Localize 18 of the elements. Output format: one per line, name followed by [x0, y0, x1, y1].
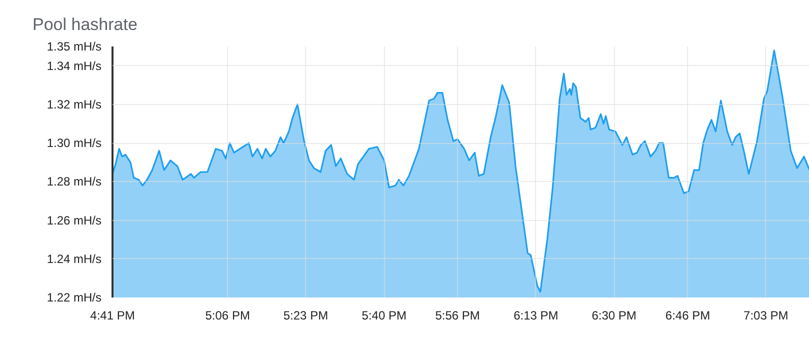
- x-tick-label: 4:41 PM: [90, 308, 135, 322]
- x-tick-label: 6:30 PM: [592, 308, 636, 322]
- y-tick-label: 1.35 mH/s: [46, 40, 102, 54]
- y-tick-label: 1.34 mH/s: [46, 58, 102, 73]
- y-tick-label: 1.26 mH/s: [46, 213, 102, 228]
- y-tick-label: 1.32 mH/s: [46, 97, 102, 112]
- x-tick-label: 5:40 PM: [362, 308, 406, 322]
- x-tick-label: 6:13 PM: [514, 308, 558, 322]
- y-tick-label: 1.28 mH/s: [46, 174, 102, 189]
- x-tick-label: 5:23 PM: [283, 308, 328, 322]
- y-tick-label: 1.30 mH/s: [46, 136, 102, 150]
- y-tick-label: 1.24 mH/s: [46, 252, 102, 266]
- y-tick-label: 1.22 mH/s: [46, 290, 102, 304]
- x-tick-label: 6:46 PM: [665, 308, 710, 322]
- x-tick-label: 7:03 PM: [744, 308, 788, 322]
- x-tick-label: 5:06 PM: [205, 308, 250, 322]
- x-tick-label: 5:56 PM: [435, 308, 480, 322]
- chart-title: Pool hashrate: [32, 15, 138, 34]
